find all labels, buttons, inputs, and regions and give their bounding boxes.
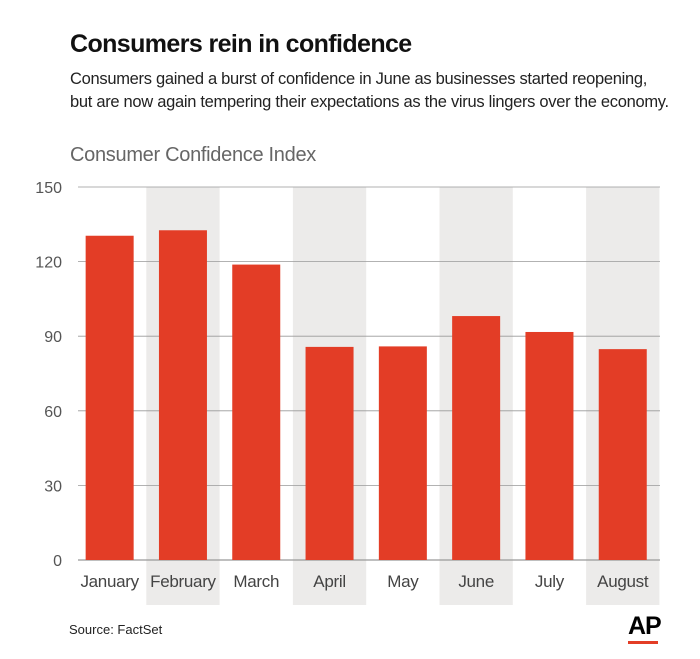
bar-june [452, 316, 501, 560]
ap-logo-text: AP [628, 612, 662, 640]
x-tick-label-january: January [80, 572, 139, 591]
bar-may [378, 346, 427, 560]
x-tick-label-february: February [150, 572, 216, 591]
bar-april [305, 346, 354, 560]
x-tick-label-august: August [597, 572, 649, 591]
chart-subtitle: Consumers gained a burst of confidence i… [70, 70, 669, 111]
x-axis-ticks: January February March April May June July Augu… [80, 572, 649, 591]
y-axis-ticks: 0 30 60 90 120 150 [35, 180, 62, 570]
ap-logo: AP [628, 612, 662, 646]
x-tick-label-april: April [313, 572, 346, 591]
x-tick-label-june: June [458, 572, 494, 591]
y-tick-label-60: 60 [44, 404, 62, 421]
x-tick-label-may: May [387, 572, 419, 591]
x-tick-label-july: July [535, 572, 565, 591]
y-tick-label-30: 30 [44, 478, 62, 495]
chart-title: Consumer Confidence Index [70, 144, 316, 166]
bar-january [85, 235, 134, 561]
ap-logo-bar [628, 641, 658, 644]
bar-august [598, 349, 647, 560]
y-tick-label-0: 0 [53, 553, 62, 570]
bar-february [158, 230, 207, 560]
y-tick-label-90: 90 [44, 329, 62, 346]
y-tick-label-150: 150 [35, 180, 62, 197]
bar-march [232, 264, 281, 560]
bar-july [525, 331, 574, 560]
x-tick-label-march: March [233, 572, 279, 591]
y-tick-label-120: 120 [35, 255, 62, 272]
source-note: Source: FactSet [69, 622, 163, 637]
chart-headline: Consumers rein in confidence [70, 30, 412, 58]
bars [85, 230, 647, 561]
